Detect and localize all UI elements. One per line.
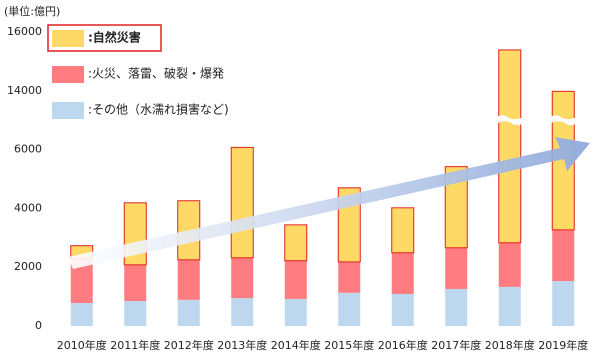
legend-label: :その他（水濡れ損害など) [88,102,229,117]
bar-segment [231,298,254,326]
bar-segment [391,293,414,326]
bar-segment [284,260,307,299]
bar-segment [391,207,415,254]
legend-swatch [52,102,84,119]
axis-break [550,115,577,126]
x-tick-label: 2010年度 [57,338,107,352]
bar-segment [230,146,254,259]
bar-segment [498,49,522,244]
y-tick-label: 4000 [14,201,42,214]
bar-segment [445,247,468,289]
bar-segment [284,224,308,262]
x-tick-label: 2016年度 [378,338,428,352]
x-tick-label: 2011年度 [110,338,160,352]
y-tick-label: 14000 [7,84,42,97]
x-tick-label: 2014年度 [271,338,321,352]
bar-segment [70,303,93,326]
unit-label: (単位:億円) [4,4,60,18]
bar-segment [338,261,361,293]
bar-segment [124,264,147,302]
x-tick-label: 2019年度 [538,338,588,352]
bar-segment [552,281,575,326]
bar-segment [231,257,254,299]
legend-label: :火災、落雷、破裂・爆発 [88,66,224,81]
bar-segment [552,229,575,282]
legend-highlight [47,24,162,52]
bar-segment [498,242,521,287]
legend-swatch [52,30,84,47]
x-tick-label: 2018年度 [485,338,535,352]
bar-segment [445,288,468,326]
x-tick-label: 2017年度 [431,338,481,352]
bar-segment [444,166,468,249]
x-tick-label: 2015年度 [324,338,374,352]
bar-segment [124,301,147,326]
bar-segment [338,292,361,326]
bar-segment [284,298,307,326]
bar-segment [498,286,521,326]
y-tick-label: 16000 [7,25,42,38]
legend-swatch [52,66,84,83]
axis-break [229,115,256,126]
y-tick-label: 0 [35,319,42,332]
bar-segment [177,259,200,300]
y-tick-label: 2000 [14,260,42,273]
trend-arrow [68,137,590,269]
bar-segment [391,252,414,294]
axis-break [496,115,523,126]
bar-segment [70,258,93,304]
legend-label: :自然災害 [88,30,141,45]
x-tick-label: 2012年度 [164,338,214,352]
bar-segment [177,299,200,326]
y-tick-label: 6000 [14,143,42,156]
x-tick-label: 2013年度 [217,338,267,352]
